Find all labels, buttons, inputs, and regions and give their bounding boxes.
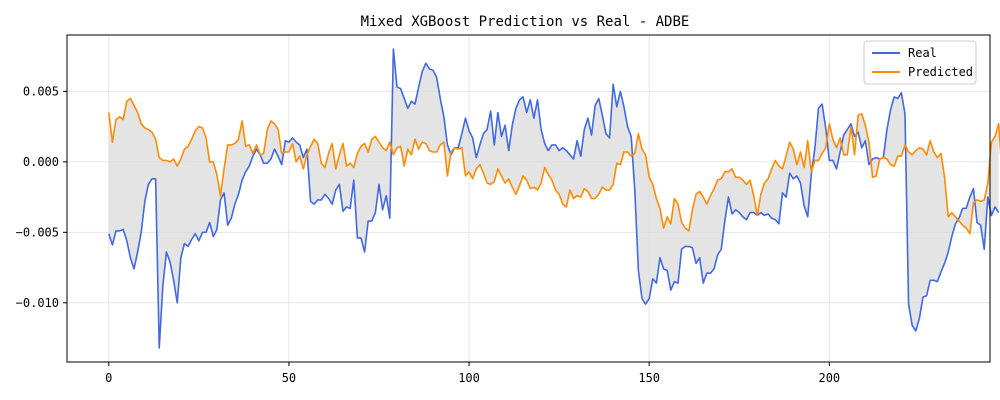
tick-layer: 0 50 100 150 200 −0.010 −0.005 0.000 0.005 xyxy=(16,84,841,385)
grid-layer xyxy=(67,35,990,362)
legend-label-predicted: Predicted xyxy=(908,65,973,79)
series-line-predicted xyxy=(107,97,1000,235)
series-layer xyxy=(107,48,1000,349)
plot-frame xyxy=(66,34,991,363)
x-tick-label: 0 xyxy=(105,371,112,385)
legend: Real Predicted xyxy=(863,40,977,85)
legend-label-real: Real xyxy=(908,46,937,60)
series-line-real xyxy=(108,48,1000,349)
legend-box xyxy=(863,40,977,85)
y-tick-label: 0.000 xyxy=(23,155,59,169)
x-tick-label: 150 xyxy=(638,371,660,385)
x-tick-label: 50 xyxy=(282,371,296,385)
y-tick-label: −0.005 xyxy=(16,225,59,239)
chart-title: Mixed XGBoost Prediction vs Real - ADBE xyxy=(361,14,690,30)
x-tick-label: 200 xyxy=(818,371,840,385)
y-tick-label: −0.010 xyxy=(16,296,59,310)
x-tick-label: 100 xyxy=(458,371,480,385)
y-tick-label: 0.005 xyxy=(23,84,59,98)
